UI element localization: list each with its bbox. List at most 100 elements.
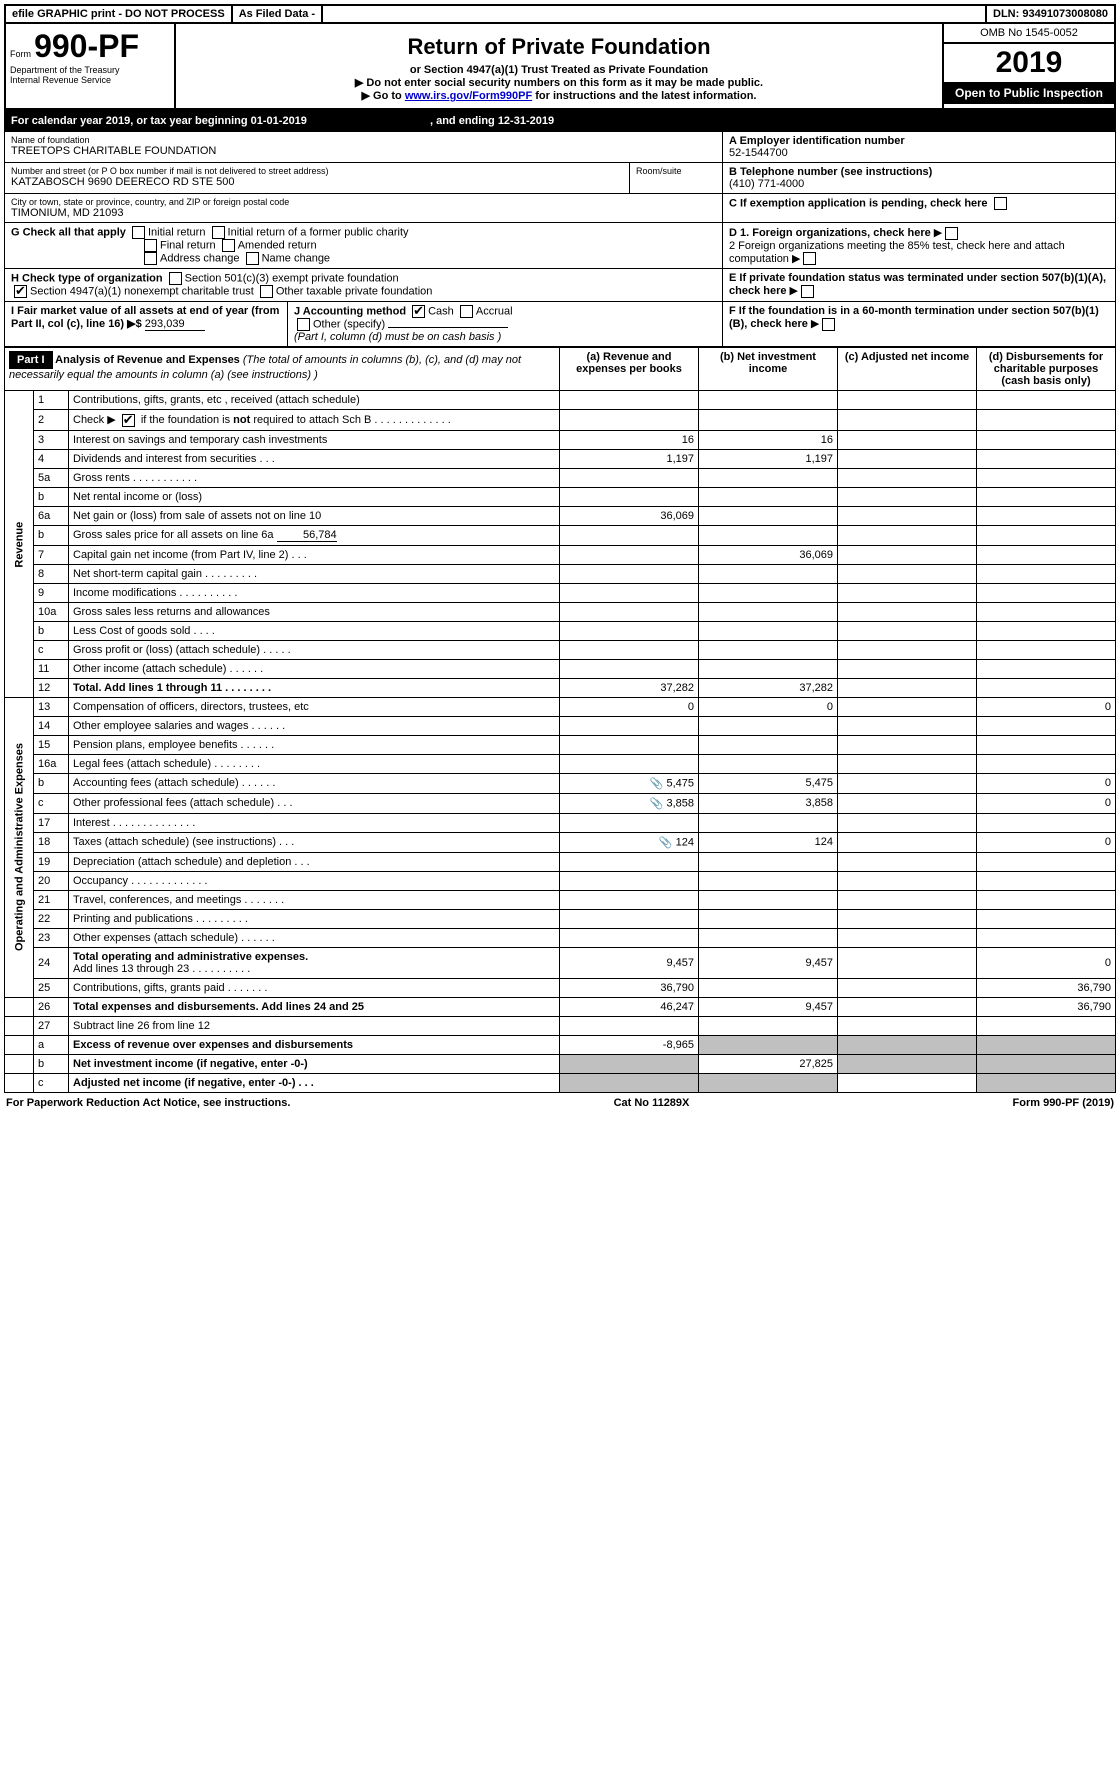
footer-center: Cat No 11289X <box>614 1097 690 1109</box>
line3-b: 16 <box>699 430 838 449</box>
line25-a: 36,790 <box>560 978 699 997</box>
dln-label: DLN: <box>993 8 1019 20</box>
schedule-icon[interactable]: 📎 <box>650 797 664 810</box>
line7-desc: Capital gain net income (from Part IV, l… <box>69 545 560 564</box>
line12-a: 37,282 <box>560 678 699 697</box>
former-charity-checkbox[interactable] <box>212 226 225 239</box>
4947a1-checkbox[interactable] <box>14 285 27 298</box>
section-i: I Fair market value of all assets at end… <box>5 302 288 346</box>
accrual-checkbox[interactable] <box>460 305 473 318</box>
line18-d: 0 <box>977 832 1116 852</box>
part1-tag: Part I <box>9 351 53 369</box>
header-center: Return of Private Foundation or Section … <box>176 24 942 108</box>
line24-b: 9,457 <box>699 947 838 978</box>
irs-link[interactable]: www.irs.gov/Form990PF <box>405 90 532 102</box>
f-checkbox[interactable] <box>822 318 835 331</box>
final-return-checkbox[interactable] <box>144 239 157 252</box>
line15-desc: Pension plans, employee benefits . . . .… <box>69 735 560 754</box>
line27a-desc: Excess of revenue over expenses and disb… <box>69 1035 560 1054</box>
efile-label: efile GRAPHIC print - DO NOT PROCESS <box>6 6 233 22</box>
g-opt6: Name change <box>262 252 331 264</box>
open-public-label: Open to Public Inspection <box>944 82 1114 104</box>
other-method-checkbox[interactable] <box>297 318 310 331</box>
irs-label: Internal Revenue Service <box>10 75 170 85</box>
501c3-checkbox[interactable] <box>169 272 182 285</box>
dln-cell: DLN: 93491073008080 <box>987 6 1114 22</box>
initial-return-checkbox[interactable] <box>132 226 145 239</box>
accrual-label: Accrual <box>476 306 513 318</box>
g-opt1: Initial return <box>148 226 205 238</box>
line18-desc: Taxes (attach schedule) (see instruction… <box>69 832 560 852</box>
line6b-val: 56,784 <box>277 529 337 542</box>
other-taxable-checkbox[interactable] <box>260 285 273 298</box>
page-title: Return of Private Foundation <box>182 34 936 60</box>
ein-value: 52-1544700 <box>729 147 1109 159</box>
line2-desc: Check ▶ if the foundation is not require… <box>69 410 560 431</box>
col-c-header: (c) Adjusted net income <box>838 348 977 391</box>
line6b-desc: Gross sales price for all assets on line… <box>69 525 560 545</box>
d2-checkbox[interactable] <box>803 252 816 265</box>
foundation-name-cell: Name of foundation TREETOPS CHARITABLE F… <box>5 132 723 162</box>
j-label: J Accounting method <box>294 306 406 318</box>
city-value: TIMONIUM, MD 21093 <box>11 207 716 219</box>
schb-checkbox[interactable] <box>122 414 135 427</box>
room-label: Room/suite <box>636 166 716 176</box>
line16c-desc: Other professional fees (attach schedule… <box>69 793 560 813</box>
name-change-checkbox[interactable] <box>246 252 259 265</box>
calendar-end: , and ending 12-31-2019 <box>430 115 554 127</box>
line22-desc: Printing and publications . . . . . . . … <box>69 909 560 928</box>
address-change-checkbox[interactable] <box>144 252 157 265</box>
ein-label: A Employer identification number <box>729 135 1109 147</box>
line16a-desc: Legal fees (attach schedule) . . . . . .… <box>69 754 560 773</box>
line16b-a: 📎 5,475 <box>560 773 699 793</box>
line24-d: 0 <box>977 947 1116 978</box>
analysis-table: Part I Analysis of Revenue and Expenses … <box>4 347 1116 1093</box>
calendar-year-row: For calendar year 2019, or tax year begi… <box>4 110 1116 132</box>
g-opt2: Initial return of a former public charit… <box>228 226 409 238</box>
other-label: Other (specify) <box>313 319 385 331</box>
phone-label: B Telephone number (see instructions) <box>729 166 1109 178</box>
line4-desc: Dividends and interest from securities .… <box>69 449 560 468</box>
h-label: H Check type of organization <box>11 273 163 285</box>
calendar-begin: For calendar year 2019, or tax year begi… <box>11 115 307 127</box>
address-label: Number and street (or P O box number if … <box>11 166 623 176</box>
h-opt3: Other taxable private foundation <box>276 286 433 298</box>
line3-desc: Interest on savings and temporary cash i… <box>69 430 560 449</box>
line25-desc: Contributions, gifts, grants paid . . . … <box>69 978 560 997</box>
amended-checkbox[interactable] <box>222 239 235 252</box>
line13-b: 0 <box>699 697 838 716</box>
col-b-header: (b) Net investment income <box>699 348 838 391</box>
g-label: G Check all that apply <box>11 226 126 238</box>
line13-desc: Compensation of officers, directors, tru… <box>69 697 560 716</box>
part1-title: Analysis of Revenue and Expenses <box>55 354 240 366</box>
e-checkbox[interactable] <box>801 285 814 298</box>
line4-a: 1,197 <box>560 449 699 468</box>
d1-checkbox[interactable] <box>945 227 958 240</box>
phone-cell: B Telephone number (see instructions) (4… <box>723 163 1115 193</box>
schedule-icon[interactable]: 📎 <box>659 836 673 849</box>
footer-right: Form 990-PF (2019) <box>1013 1097 1114 1109</box>
address-value: KATZABOSCH 9690 DEERECO RD STE 500 <box>11 176 623 188</box>
j-note: (Part I, column (d) must be on cash basi… <box>294 331 501 343</box>
h-e-row: H Check type of organization Section 501… <box>4 269 1116 302</box>
line5a-desc: Gross rents . . . . . . . . . . . <box>69 468 560 487</box>
col-d-header: (d) Disbursements for charitable purpose… <box>977 348 1116 391</box>
f-label: F If the foundation is in a 60-month ter… <box>729 305 1099 330</box>
c-label: C If exemption application is pending, c… <box>729 197 988 209</box>
revenue-label: Revenue <box>5 391 34 698</box>
foundation-name: TREETOPS CHARITABLE FOUNDATION <box>11 145 716 157</box>
cash-label: Cash <box>428 306 454 318</box>
g-opt3: Final return <box>160 239 216 251</box>
line17-desc: Interest . . . . . . . . . . . . . . <box>69 813 560 832</box>
c-checkbox[interactable] <box>994 197 1007 210</box>
fmv-value: 293,039 <box>145 318 205 331</box>
line27b-b: 27,825 <box>699 1054 838 1073</box>
cash-checkbox[interactable] <box>412 305 425 318</box>
phone-value: (410) 771-4000 <box>729 178 1109 190</box>
dln-value: 93491073008080 <box>1022 8 1108 20</box>
d2-label: 2 Foreign organizations meeting the 85% … <box>729 240 1065 265</box>
page-footer: For Paperwork Reduction Act Notice, see … <box>4 1093 1116 1113</box>
line9-desc: Income modifications . . . . . . . . . . <box>69 583 560 602</box>
line16c-d: 0 <box>977 793 1116 813</box>
schedule-icon[interactable]: 📎 <box>650 777 664 790</box>
